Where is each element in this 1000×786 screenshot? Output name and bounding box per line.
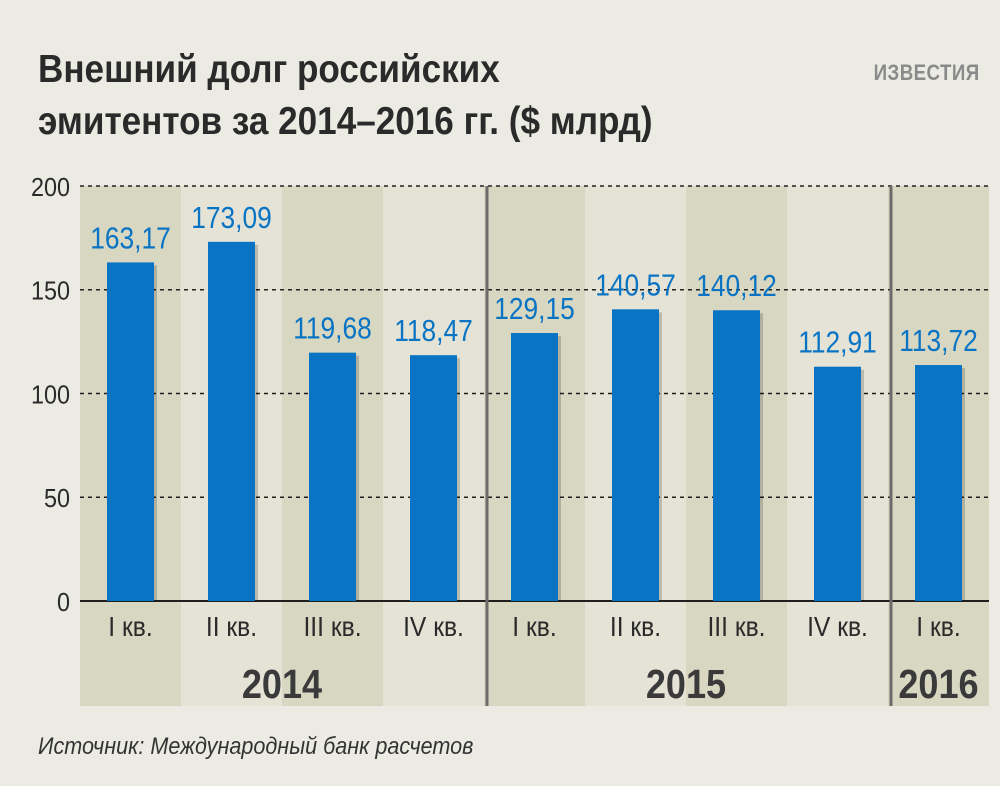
bar-value-label: 173,09 bbox=[191, 201, 272, 235]
x-tick-label: III кв. bbox=[707, 611, 765, 643]
source-note: Источник: Международный банк расчетов bbox=[38, 733, 474, 760]
bar-value-label: 112,91 bbox=[798, 326, 877, 360]
bar-value-label: 163,17 bbox=[90, 221, 171, 255]
bar-value-label: 118,47 bbox=[394, 314, 473, 348]
bar-value-label: 129,15 bbox=[494, 292, 575, 326]
y-tick-label: 200 bbox=[31, 174, 70, 202]
bar-value-label: 113,72 bbox=[899, 324, 978, 358]
brand-logo: ИЗВЕСТИЯ bbox=[874, 60, 980, 85]
x-tick-label: III кв. bbox=[303, 611, 361, 643]
x-tick-label: II кв. bbox=[610, 611, 661, 643]
year-label: 2016 bbox=[898, 662, 978, 708]
chart-title-line-1: Внешний долг российских bbox=[38, 48, 500, 91]
bar bbox=[915, 365, 962, 601]
chart-title: Внешний долг российских эмитентов за 201… bbox=[38, 44, 798, 148]
bar bbox=[511, 333, 558, 601]
bar bbox=[410, 355, 457, 601]
x-tick-label: I кв. bbox=[916, 611, 960, 643]
bar bbox=[612, 309, 659, 601]
bar-value-label: 140,57 bbox=[595, 268, 676, 302]
y-tick-label: 0 bbox=[57, 589, 70, 617]
x-tick-label: I кв. bbox=[512, 611, 556, 643]
y-tick-label: 150 bbox=[31, 278, 70, 306]
y-tick-label: 100 bbox=[31, 381, 70, 409]
chart-title-line-2: эмитентов за 2014–2016 гг. ($ млрд) bbox=[38, 100, 653, 143]
x-tick-label: I кв. bbox=[108, 611, 152, 643]
year-label: 2015 bbox=[646, 662, 726, 708]
bar bbox=[107, 262, 154, 601]
year-label: 2014 bbox=[242, 662, 323, 708]
x-tick-label: II кв. bbox=[206, 611, 257, 643]
bar-value-label: 140,12 bbox=[696, 269, 777, 303]
bar bbox=[208, 241, 255, 601]
bar-value-label: 119,68 bbox=[293, 312, 372, 346]
bar bbox=[814, 366, 861, 601]
bar bbox=[713, 310, 760, 601]
bar bbox=[309, 352, 356, 601]
x-tick-label: IV кв. bbox=[807, 611, 868, 643]
y-tick-label: 50 bbox=[44, 485, 70, 513]
x-tick-label: IV кв. bbox=[403, 611, 464, 643]
